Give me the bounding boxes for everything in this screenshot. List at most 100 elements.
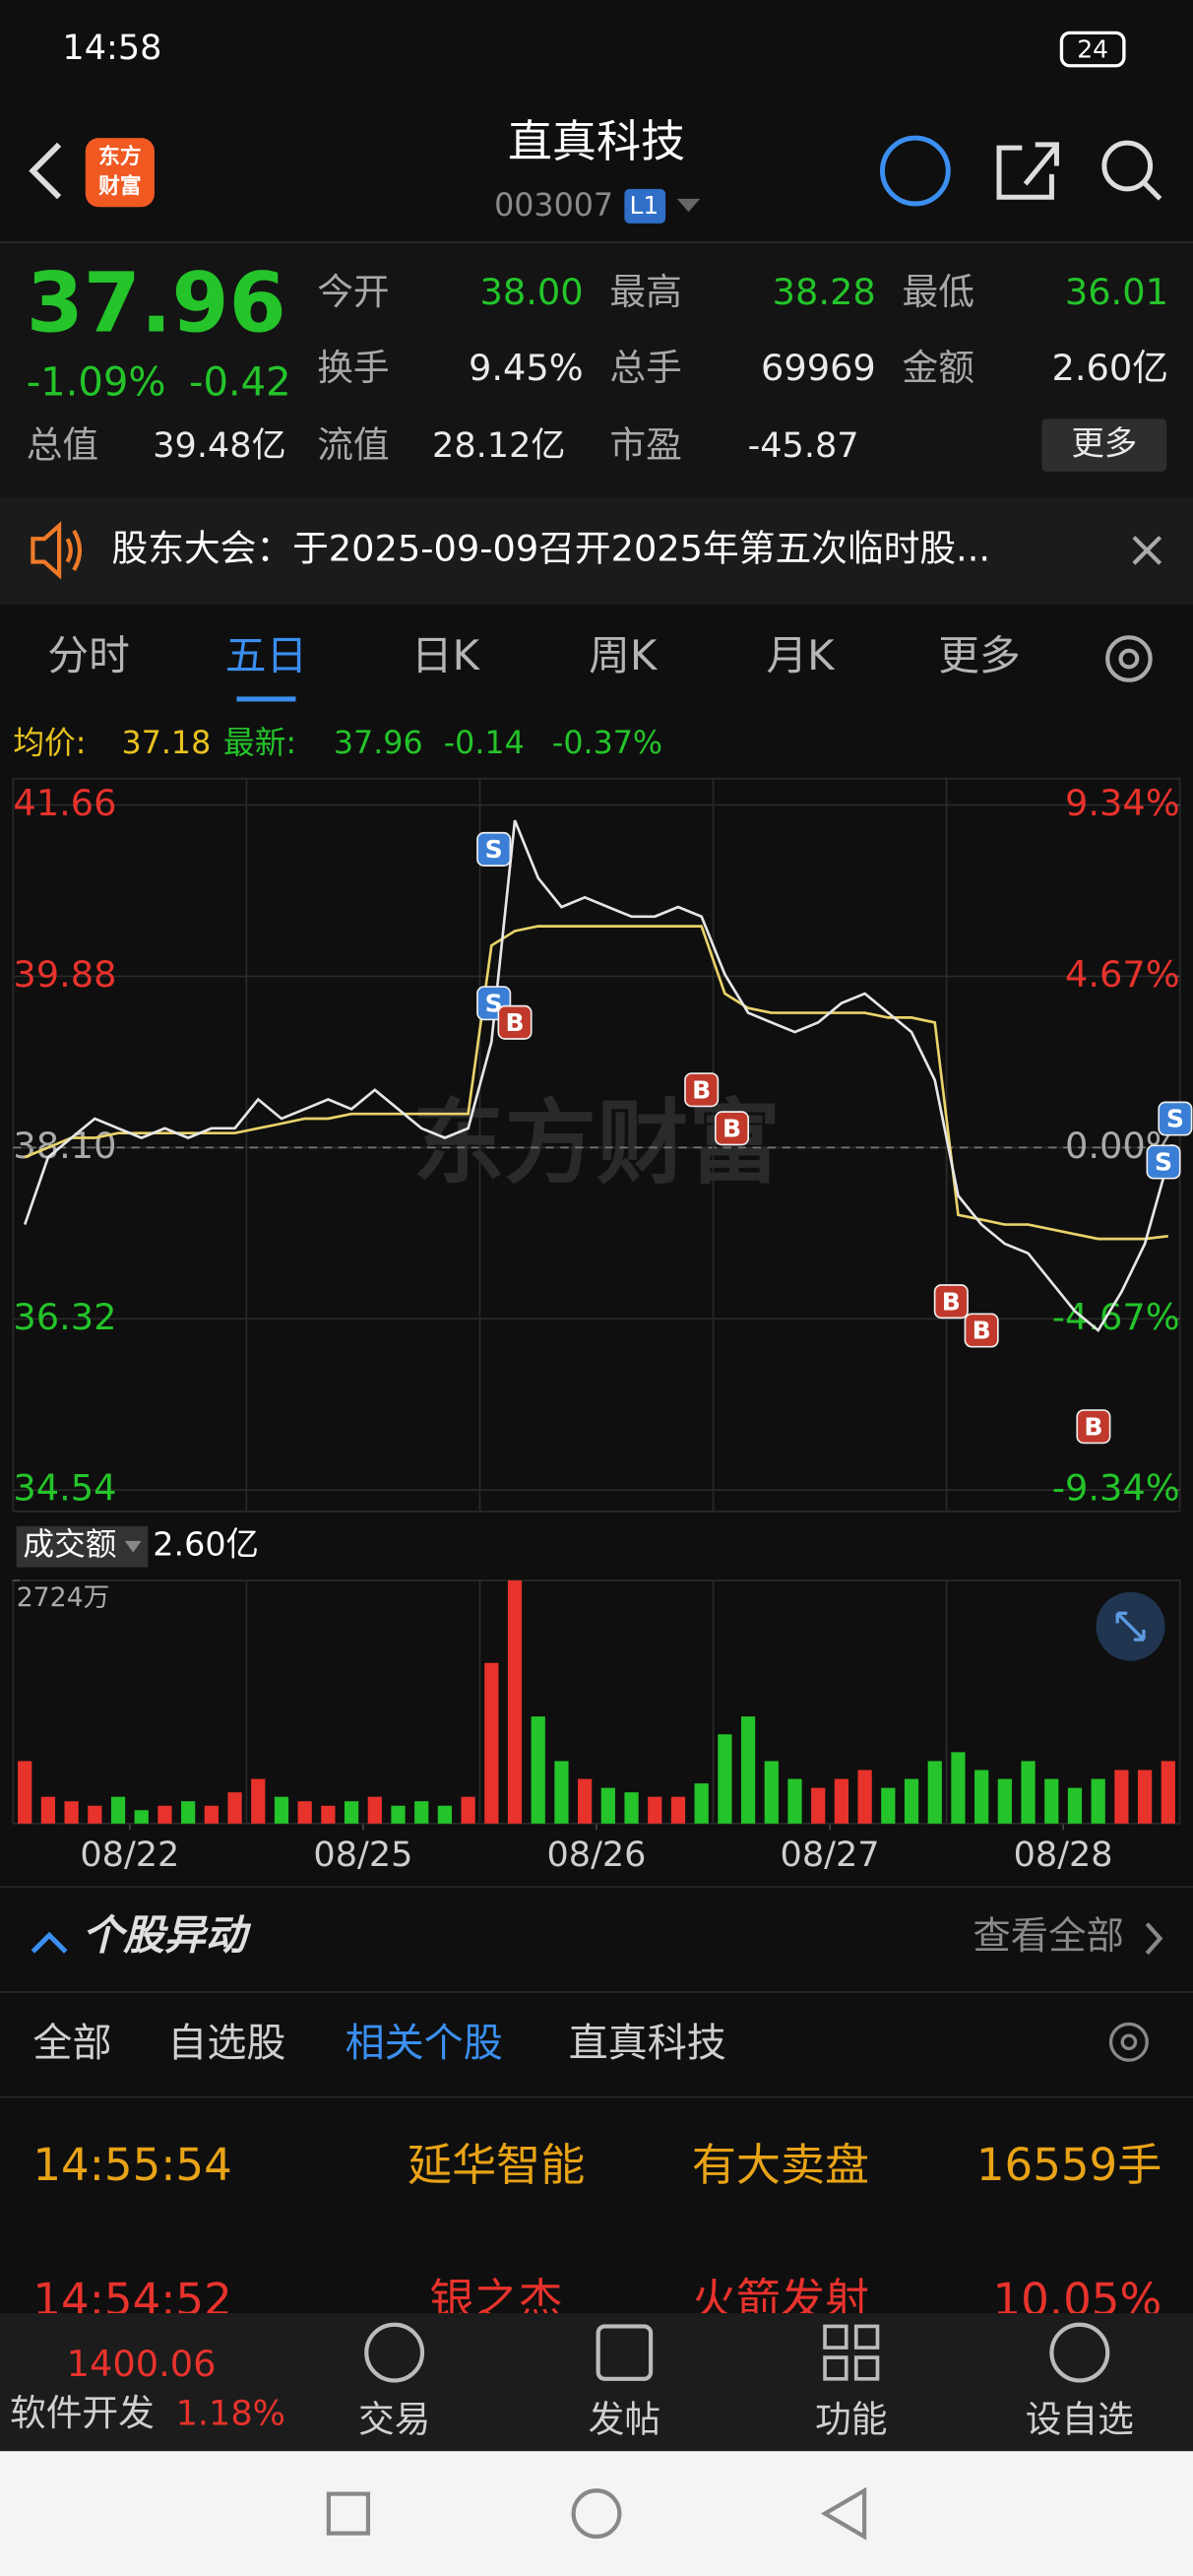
logo-text: 东方	[98, 144, 141, 169]
more-label: 更多	[1071, 424, 1137, 463]
volume-bar	[484, 1662, 499, 1824]
mover-cell: 有大卖盘	[692, 2139, 869, 2191]
trade-mark	[964, 1313, 999, 1348]
nav-item[interactable]: 功能	[815, 2399, 887, 2441]
trade-mark	[714, 1111, 750, 1146]
volume-bar	[344, 1801, 359, 1824]
trade-mark-label: S	[1155, 1148, 1172, 1177]
notice-bar[interactable]	[0, 497, 1193, 605]
volume-bar	[718, 1734, 732, 1824]
volume-bar	[624, 1792, 639, 1824]
nav-icon	[1049, 2322, 1110, 2383]
volume-bar	[414, 1801, 429, 1824]
tab[interactable]: 周K	[589, 631, 659, 679]
battery	[1059, 31, 1126, 68]
volume-bar	[554, 1761, 569, 1824]
stat-value: 39.48亿	[153, 425, 285, 466]
home-button[interactable]	[571, 2488, 622, 2540]
y2-tick-label: -9.34%	[1052, 1467, 1180, 1510]
mover-cell: 延华智能	[408, 2139, 585, 2191]
recent-button[interactable]	[326, 2491, 371, 2536]
tab[interactable]: 日K	[411, 631, 481, 679]
filter-tab[interactable]: 全部	[32, 2021, 111, 2066]
share-button[interactable]	[996, 142, 1059, 200]
volume-total: 2.60亿	[153, 1524, 259, 1563]
latest-change-pct: -0.37%	[552, 726, 662, 761]
volume-bar	[1067, 1787, 1083, 1824]
volume-bar	[88, 1805, 102, 1824]
stat-label: 最高	[609, 271, 681, 313]
volume-selector[interactable]	[16, 1525, 149, 1568]
back-nav-button[interactable]	[820, 2486, 867, 2541]
volume-bar	[437, 1805, 453, 1824]
expand-button[interactable]	[1096, 1591, 1165, 1661]
index-change: 1.18%	[176, 2394, 285, 2434]
trade-mark	[1076, 1409, 1111, 1445]
filter-tab[interactable]: 相关个股	[345, 2021, 503, 2066]
index-value: 1400.06	[67, 2343, 217, 2385]
filter-tab[interactable]: 自选股	[167, 2021, 285, 2066]
stat-value: 2.60亿	[1051, 347, 1167, 389]
nav-item[interactable]: 设自选	[1026, 2399, 1134, 2441]
tab[interactable]: 五日	[225, 631, 307, 679]
volume-bar	[321, 1805, 336, 1824]
latest-value: 37.96	[334, 726, 423, 761]
tab[interactable]: 更多	[938, 631, 1020, 679]
volume-bar	[134, 1810, 149, 1824]
settings-icon[interactable]	[1105, 635, 1153, 682]
volume-bar	[811, 1787, 826, 1824]
avg-value: 37.18	[122, 726, 212, 761]
y-tick-label: 36.32	[13, 1296, 116, 1338]
stat-label: 换手	[317, 347, 389, 389]
y-tick-label: 39.88	[13, 953, 116, 996]
stat-label: 总值	[27, 423, 98, 466]
volume-bar	[881, 1787, 896, 1824]
volume-bar	[251, 1778, 266, 1824]
volume-bar	[391, 1805, 406, 1824]
trade-mark-label: B	[692, 1075, 711, 1104]
trade-mark	[933, 1284, 969, 1320]
collapse-icon[interactable]	[31, 1931, 68, 1954]
search-button[interactable]	[1101, 140, 1162, 201]
volume-bar	[1161, 1761, 1175, 1824]
logo[interactable]	[85, 138, 155, 208]
volume-bar	[834, 1778, 849, 1824]
volume-bar	[787, 1778, 802, 1824]
volume-bar	[764, 1761, 779, 1824]
close-notice[interactable]	[1132, 536, 1162, 565]
volume-bar	[461, 1796, 475, 1824]
stat-value: 38.00	[480, 271, 584, 313]
stat-label: 今开	[317, 271, 389, 313]
more-button[interactable]	[1041, 419, 1167, 472]
volume-tick-label: 2724万	[17, 1582, 110, 1613]
nav-item[interactable]: 交易	[358, 2399, 430, 2441]
trade-mark-label: B	[1084, 1412, 1102, 1441]
volume-bar	[1021, 1761, 1036, 1824]
nav-item[interactable]: 发帖	[589, 2399, 660, 2441]
tab[interactable]: 月K	[766, 631, 836, 679]
back-button[interactable]	[29, 142, 62, 200]
ai-button[interactable]	[879, 135, 951, 207]
volume-bar	[648, 1796, 662, 1824]
x-tick-label: 08/22	[80, 1835, 179, 1875]
trade-mark	[497, 1004, 533, 1040]
section-title: 个股异动	[82, 1911, 251, 1960]
volume-bar	[857, 1770, 872, 1824]
trade-mark-label: S	[1166, 1105, 1184, 1133]
filter-tab[interactable]: 直真科技	[569, 2021, 726, 2066]
volume-bar	[297, 1801, 312, 1824]
y-tick-label: 34.54	[13, 1467, 116, 1510]
stock-name: 直真科技	[508, 115, 685, 167]
volume-bar	[181, 1801, 196, 1824]
volume-bar	[157, 1805, 172, 1824]
y-tick-label: 38.10	[13, 1125, 116, 1167]
filter-settings[interactable]	[1108, 2022, 1149, 2062]
volume-bar	[600, 1787, 615, 1824]
view-all[interactable]: 查看全部	[973, 1914, 1124, 1959]
index-name: 软件开发	[10, 2392, 155, 2434]
tab[interactable]: 分时	[47, 631, 129, 679]
volume-bar	[531, 1716, 545, 1824]
latest-label: 最新:	[223, 726, 296, 761]
trade-mark	[1146, 1144, 1181, 1180]
